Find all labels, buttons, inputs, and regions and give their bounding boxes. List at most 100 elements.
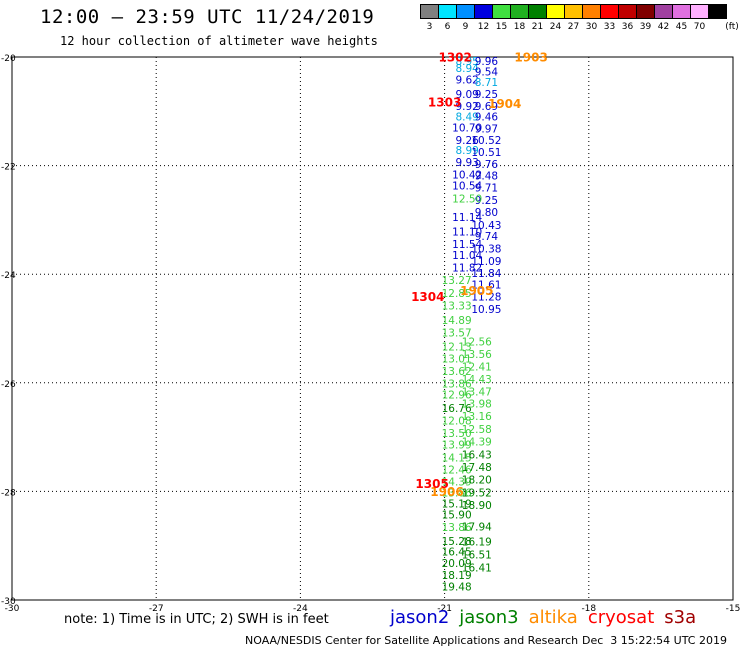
x-tick-label: -18 (581, 604, 596, 614)
jason2-value-label: 9.96 (475, 56, 499, 68)
y-tick-label: -26 (1, 380, 16, 390)
jason2-value-label: 9.80 (475, 207, 498, 219)
colorbar-unit-label: (ft) (725, 22, 739, 32)
y-tick-label: -22 (1, 163, 16, 173)
jason2-value-label: 9.76 (475, 159, 499, 171)
jason3-value-label: 15.28 (442, 536, 472, 548)
jason3-value-label: 16.45 (442, 547, 472, 559)
colorbar-label: 39 (639, 22, 652, 32)
jason3-value-label: 14.39 (442, 477, 472, 489)
jason2-value-label: 8.95 (455, 56, 478, 68)
colorbar-label: 15 (495, 22, 508, 32)
colorbar-label: 30 (585, 22, 598, 32)
jason2-value-label: 11.84 (471, 268, 501, 280)
jason2-value-label: 11.10 (452, 226, 482, 238)
colorbar-label: 9 (462, 22, 469, 32)
x-tick-label: -30 (5, 604, 20, 614)
jason2-value-label: 9.93 (455, 157, 478, 169)
jason2-value-label: 10.51 (471, 147, 501, 159)
jason3-value-label: 20.09 (442, 558, 472, 570)
altika-value-label: 1905 (460, 284, 493, 298)
cryosat-value-label: 1303 (428, 96, 461, 110)
x-tick-label: -15 (726, 604, 740, 614)
colorbar-label: 21 (531, 22, 544, 32)
legend-altika: altika (528, 607, 578, 628)
colorbar-label: 36 (621, 22, 634, 32)
colorbar-label: 18 (513, 22, 526, 32)
altika-value-label: 1903 (514, 51, 547, 65)
jason3-value-label: 17.48 (462, 462, 492, 474)
jason3-value-label: 12.58 (462, 424, 492, 436)
jason3-value-label: 12.56 (462, 337, 492, 349)
legend-cryosat: cryosat (587, 607, 655, 628)
jason3-value-label: 12.46 (442, 465, 472, 477)
jason3-value-label: 13.86 (442, 487, 472, 499)
cryosat-value-label: 1302 (438, 51, 471, 65)
jason2-value-label: 10.95 (471, 304, 501, 316)
jason3-value-label: 19.52 (462, 487, 492, 499)
jason3-value-label: 13.57 (442, 327, 472, 339)
jason3-value-label: 18.20 (462, 474, 492, 486)
jason2-value-label: 9.92 (455, 101, 478, 113)
jason3-value-label: 16.76 (442, 403, 472, 415)
jason2-value-label: 9.26 (455, 135, 479, 147)
jason2-value-label: 10.38 (471, 244, 501, 256)
colorbar-legend: 3 6 9 12 15 18 21 24 27 30 33 36 39 42 45 70 (ft) (420, 4, 739, 36)
jason2-value-label: 9.25 (475, 195, 498, 207)
jason2-value-label: 9.69 (475, 101, 498, 113)
jason3-value-label: 18.19 (442, 570, 472, 582)
page-subtitle: 12 hour collection of altimeter wave hei… (60, 34, 378, 48)
jason2-value-label: 10.42 (452, 169, 482, 181)
jason3-value-label: 13.50 (442, 428, 472, 440)
jason2-value-label: 9.25 (475, 89, 498, 101)
jason2-value-label: 9.46 (475, 112, 499, 124)
y-tick-label: -20 (1, 54, 16, 64)
altika-value-label: 1906 (430, 485, 463, 499)
jason2-value-label: 9.97 (475, 124, 498, 136)
jason2-value-label: 11.82 (452, 263, 482, 275)
legend-s3a: s3a (664, 607, 697, 628)
jason2-value-label: 9.74 (475, 231, 499, 243)
plot-frame (11, 56, 734, 601)
jason3-value-label: 18.90 (462, 500, 492, 512)
legend-jason3: jason3 (459, 607, 519, 628)
jason2-value-label: 10.54 (452, 181, 482, 193)
jason2-value-label: 8.49 (455, 112, 478, 124)
jason3-value-label: 13.27 (442, 275, 472, 287)
jason2-value-label: 10.70 (452, 123, 482, 135)
jason3-value-label: 13.62 (442, 366, 472, 378)
cryosat-value-label: 1304 (411, 290, 444, 304)
jason3-value-label: 12.13 (442, 341, 472, 353)
colorbar-label: 27 (567, 22, 580, 32)
jason3-value-label: 12.08 (442, 415, 472, 427)
jason2-value-label: 11.28 (471, 291, 501, 303)
jason2-value-label: 11.61 (471, 280, 501, 292)
jason3-value-label: 12.41 (462, 362, 492, 374)
y-tick-label: -24 (1, 271, 16, 281)
jason3-value-label: 13.33 (442, 301, 472, 313)
colorbar-swatch (708, 4, 727, 19)
x-tick-label: -24 (293, 604, 308, 614)
jason3-value-label: 16.19 (462, 536, 492, 548)
jason3-value-label: 13.01 (442, 353, 472, 365)
jason2-value-label: 9.54 (475, 67, 499, 79)
altika-value-label: 1904 (488, 97, 521, 111)
jason2-value-label: 11.54 (452, 239, 482, 251)
jason3-value-label: 15.19 (442, 498, 472, 510)
x-tick-label: -21 (437, 604, 452, 614)
jason2-value-label: 11.14 (452, 212, 482, 224)
colorbar-label: 45 (675, 22, 688, 32)
footer-note: note: 1) Time is in UTC; 2) SWH is in fe… (64, 612, 329, 627)
jason3-value-label: 13.47 (462, 386, 492, 398)
x-tick-label: -27 (149, 604, 164, 614)
jason2-value-label: 11.09 (471, 256, 501, 268)
colorbar-label: 12 (477, 22, 490, 32)
jason3-value-label: 13.86 (442, 522, 472, 534)
jason3-value-label: 12.85 (442, 288, 472, 300)
jason3-value-label: 13.56 (462, 349, 492, 361)
jason3-value-label: 14.89 (442, 315, 472, 327)
jason2-value-label: 11.04 (452, 250, 482, 262)
page-title: 12:00 – 23:59 UTC 11/24/2019 (40, 6, 375, 28)
jason3-value-label: 13.99 (442, 440, 472, 452)
jason3-value-label: 19.48 (442, 581, 472, 593)
